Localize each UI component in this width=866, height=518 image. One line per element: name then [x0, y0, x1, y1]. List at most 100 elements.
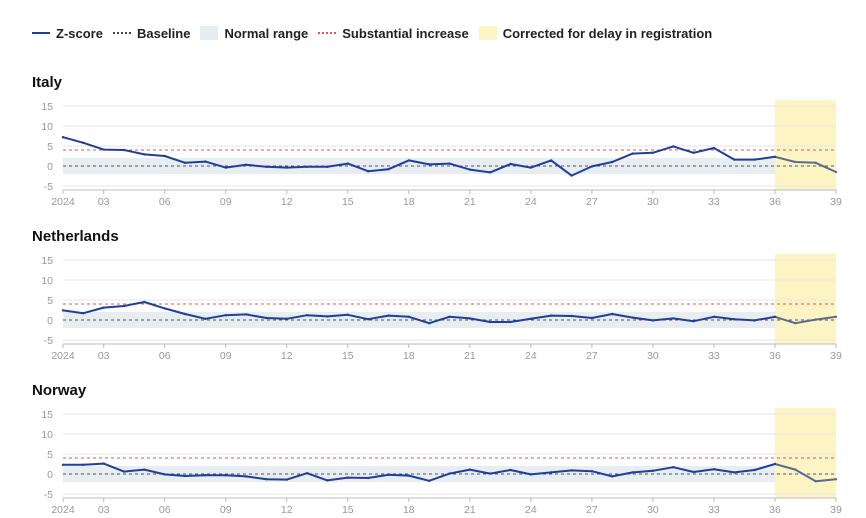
zscore-point — [183, 312, 187, 316]
zscore-point — [163, 307, 166, 310]
zscore-point — [651, 469, 655, 472]
zscore-point — [550, 159, 553, 162]
zscore-point — [631, 316, 634, 319]
zscore-point — [204, 317, 207, 320]
y-tick-label: 10 — [41, 429, 53, 441]
zscore-point — [448, 315, 451, 318]
zscore-point — [427, 163, 431, 166]
zscore-point — [285, 478, 288, 481]
zscore-corrected-series-line — [774, 463, 837, 483]
zscore-point — [224, 166, 227, 169]
zscore-point — [407, 474, 411, 477]
x-tick-label: 15 — [342, 196, 354, 208]
zscore-point — [143, 300, 146, 304]
zscore-point — [834, 315, 838, 318]
panel-title: Italy — [32, 74, 63, 91]
x-tick-label: 27 — [586, 350, 598, 362]
zscore-point — [102, 306, 105, 309]
zscore-point — [366, 318, 370, 321]
zscore-point — [163, 473, 166, 476]
x-tick-label: 2024 — [51, 350, 75, 362]
zscore-point — [244, 313, 248, 316]
zscore-point — [672, 317, 675, 320]
y-tick-label: 0 — [47, 315, 53, 327]
x-tick-label: 12 — [281, 504, 293, 516]
zscore-point — [692, 320, 695, 323]
x-tick-label: 15 — [342, 350, 354, 362]
zscore-point — [590, 165, 594, 168]
chart-netherlands: -5 0 5 10 15 2024 03 06 09 12 15 18 21 24 27 30 33 36 39 — [41, 254, 842, 362]
zscore-point — [82, 141, 85, 144]
x-tick-label: 2024 — [51, 504, 75, 516]
zscore-point — [326, 165, 329, 168]
x-tick-label: 27 — [586, 504, 598, 516]
legend-baseline[interactable]: Baseline — [112, 26, 190, 41]
legend-corrected[interactable]: Corrected for delay in registration — [478, 26, 712, 41]
x-tick-label: 39 — [830, 350, 842, 362]
chart-italy: -5 0 5 10 15 2024 03 06 09 12 15 18 21 24 27 30 33 36 39 — [41, 100, 842, 208]
zscore-point — [427, 322, 431, 325]
chart-legend: Z-score Baseline Normal range Substantia… — [32, 22, 712, 44]
zscore-point — [814, 318, 817, 321]
legend-zscore-label: Z-score — [56, 25, 103, 41]
zscore-point — [509, 468, 512, 472]
zscore-point — [204, 160, 207, 163]
y-tick-label: 15 — [41, 101, 53, 113]
zscore-point — [102, 462, 105, 465]
zscore-point — [346, 476, 349, 479]
zscore-point — [794, 160, 797, 164]
chart-norway: -5 0 5 10 15 2024 03 06 09 12 15 18 21 24 27 30 33 36 39 — [41, 408, 842, 516]
x-tick-label: 03 — [98, 504, 110, 516]
zscore-point — [224, 314, 227, 317]
x-tick-label: 18 — [403, 504, 415, 516]
zscore-point — [672, 145, 675, 148]
zscore-point — [346, 313, 349, 316]
chart-panel-norway: Norway -5 0 5 10 15 2024 03 06 09 12 15 18 21 24 27 30 3… — [0, 378, 866, 518]
legend-normal-range[interactable]: Normal range — [200, 26, 308, 41]
legend-normal-range-label: Normal range — [224, 25, 309, 41]
zscore-corrected-series-line — [774, 315, 837, 325]
zscore-point — [366, 476, 370, 480]
y-tick-label: 0 — [47, 161, 53, 173]
legend-zscore[interactable]: Z-score — [32, 26, 103, 41]
zscore-point — [550, 314, 553, 317]
x-tick-label: 12 — [281, 350, 293, 362]
x-tick-label: 18 — [403, 350, 415, 362]
zscore-point — [570, 174, 573, 177]
zscore-point — [712, 315, 716, 318]
zscore-point — [773, 315, 777, 318]
zscore-point — [611, 475, 614, 478]
zscore-point — [468, 468, 472, 471]
zscore-point — [122, 148, 126, 152]
zscore-point — [244, 475, 248, 478]
x-tick-label: 06 — [159, 350, 171, 362]
corrected-band — [774, 100, 836, 190]
zscore-point — [773, 462, 777, 466]
zscore-point — [692, 470, 695, 474]
zscore-point — [387, 168, 390, 171]
corrected-band — [774, 254, 836, 344]
zscore-point — [448, 162, 451, 165]
legend-substantial-increase[interactable]: Substantial increase — [318, 26, 469, 41]
x-tick-label: 2024 — [51, 196, 75, 208]
zscore-point — [672, 466, 675, 469]
zscore-point — [834, 478, 838, 481]
zscore-point — [244, 163, 248, 166]
zscore-point — [122, 304, 126, 308]
zscore-point — [265, 316, 268, 320]
x-tick-label: 09 — [220, 350, 232, 362]
zscore-point — [509, 162, 512, 166]
x-tick-label: 06 — [159, 504, 171, 516]
x-tick-label: 30 — [647, 350, 659, 362]
y-tick-label: 5 — [47, 295, 53, 307]
zscore-point — [224, 474, 227, 477]
zscore-point — [326, 315, 329, 318]
zscore-series-line — [63, 462, 776, 482]
zscore-point — [733, 318, 736, 321]
x-tick-label: 03 — [98, 350, 110, 362]
x-tick-label: 15 — [342, 504, 354, 516]
x-tick-label: 33 — [708, 350, 720, 362]
zscore-point — [712, 146, 716, 150]
x-tick-label: 12 — [281, 196, 293, 208]
zscore-point — [387, 314, 390, 317]
